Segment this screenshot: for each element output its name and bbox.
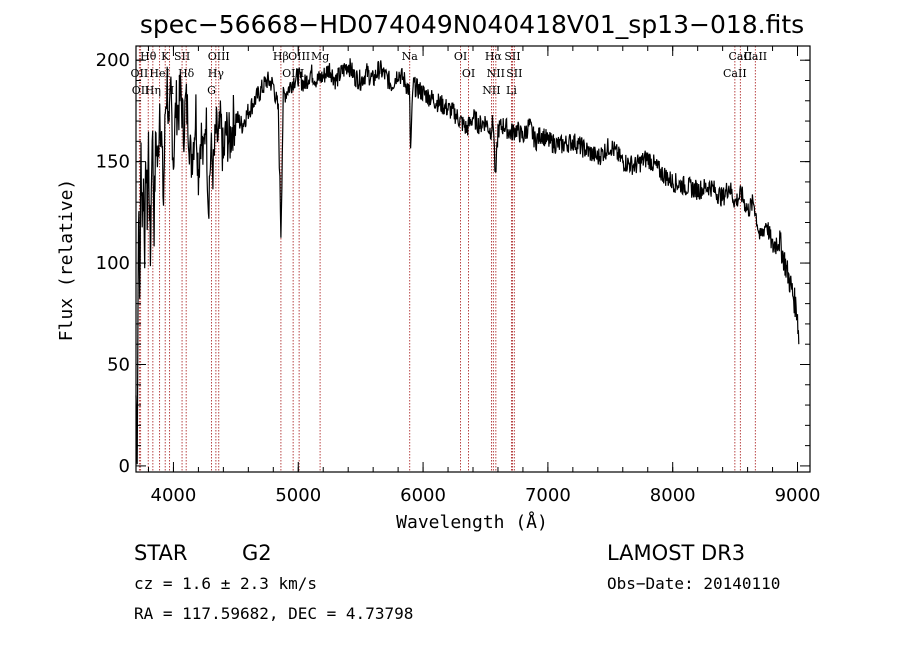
spectral-line-label: CaII: [723, 67, 747, 80]
spectral-line-label: SII: [506, 67, 522, 80]
survey-name: LAMOST DR3: [607, 541, 745, 565]
spectral-line-label: HeI: [149, 67, 169, 80]
spectrum-line: [135, 58, 800, 465]
y-tick-label: 50: [107, 354, 130, 375]
y-tick-label: 100: [96, 253, 130, 274]
spectral-line-label: SII: [504, 50, 520, 63]
spectral-line-label: SII: [174, 50, 190, 63]
spectral-line-label: NII: [482, 84, 500, 97]
spectral-line-label: Hη: [145, 84, 161, 97]
spectral-line-label: OII: [131, 67, 149, 80]
spectral-line-label: Mg: [311, 50, 329, 63]
spectral-line-label: Hθ: [140, 50, 157, 63]
spectral-line-label: OI: [454, 50, 467, 63]
x-tick-label: 5000: [275, 485, 321, 506]
axis-ticks: 4000 5000 6000 7000 8000 9000 0 50 100 150 200: [96, 46, 821, 506]
spectral-line-label: Li: [506, 84, 517, 97]
spectral-line-label: G: [207, 84, 216, 97]
spectral-line-label: CaII: [729, 50, 753, 63]
spectral-line-label: NII: [487, 67, 505, 80]
y-tick-label: 200: [96, 50, 130, 71]
object-subclass: G2: [242, 541, 272, 565]
ra-dec: RA = 117.59682, DEC = 4.73798: [134, 604, 413, 623]
chart-title: spec−56668−HD074049N040418V01_sp13−018.f…: [140, 10, 804, 39]
x-tick-label: 4000: [151, 485, 197, 506]
spectral-line-label: Hα: [485, 50, 503, 63]
spectral-line-label: OIII: [288, 50, 310, 63]
spectral-line-label: OI: [462, 67, 475, 80]
x-tick-label: 9000: [775, 485, 821, 506]
spectral-line-label: CaII: [743, 50, 767, 63]
plot-frame: [135, 45, 811, 473]
spectral-line-markers: [138, 46, 756, 472]
spectral-line-label: K: [161, 50, 170, 63]
x-tick-label: 6000: [400, 485, 446, 506]
y-axis-label: Flux (relative): [56, 179, 77, 342]
x-axis-label: Wavelength (Å): [396, 511, 548, 533]
spectral-line-label: OIII: [208, 50, 230, 63]
y-tick-label: 150: [96, 152, 130, 173]
object-class: STAR: [134, 541, 187, 565]
observation-date: Obs−Date: 20140110: [607, 574, 780, 593]
spectral-line-label: Hγ: [208, 67, 225, 80]
redshift-cz: cz = 1.6 ± 2.3 km/s: [134, 574, 317, 593]
spectral-line-label: Hβ: [273, 50, 289, 63]
spectral-line-label: Na: [402, 50, 419, 63]
x-tick-label: 7000: [525, 485, 571, 506]
y-tick-label: 0: [119, 456, 130, 477]
spectral-line-label: Hδ: [178, 67, 195, 80]
x-tick-label: 8000: [650, 485, 696, 506]
